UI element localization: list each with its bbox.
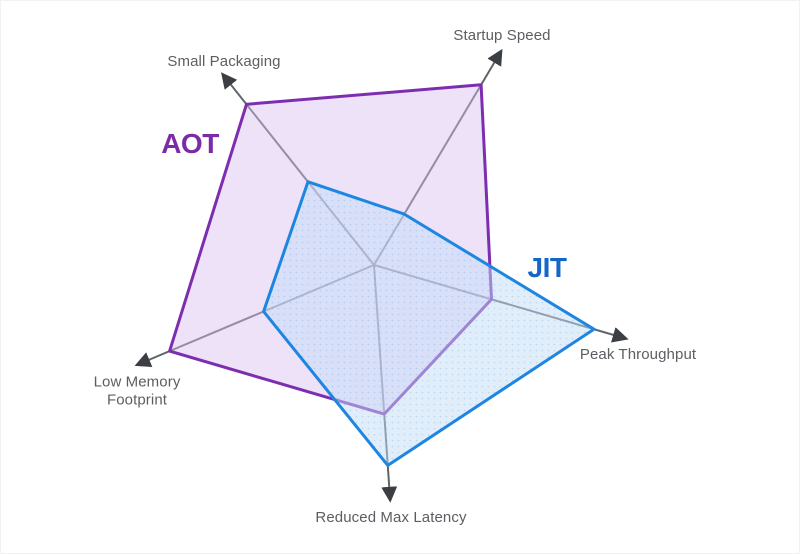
axis-label-peak-throughput: Peak Throughput — [579, 345, 697, 363]
series-label-jit: JIT — [527, 252, 567, 283]
jit-series-polygon — [261, 179, 597, 468]
axis-label-small-packaging: Small Packaging — [167, 52, 281, 70]
series-label-aot: AOT — [161, 128, 219, 159]
axis-label-low-memory-footprint: Low Memory Footprint — [93, 373, 181, 409]
axis-label-startup-speed: Startup Speed — [453, 26, 551, 44]
axis-label-reduced-max-latency: Reduced Max Latency — [315, 508, 467, 526]
